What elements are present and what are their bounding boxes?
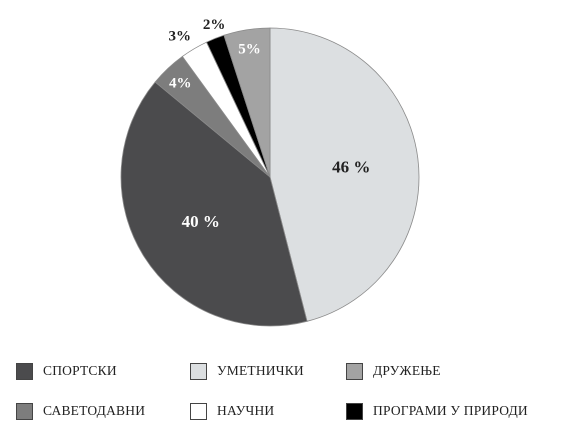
slice-label-0: 46 % — [332, 158, 370, 177]
legend-item-savetodavni: САВЕТОДАВНИ — [16, 401, 145, 421]
legend-swatch-savetodavni — [16, 402, 33, 420]
legend-item-sportski: СПОРТСКИ — [16, 361, 117, 381]
legend-swatch-naucni — [190, 402, 207, 420]
pie-slices — [120, 27, 420, 327]
legend-label-naucni: НАУЧНИ — [217, 403, 275, 418]
pie-slice-5 — [223, 27, 271, 178]
legend-item-naucni: НАУЧНИ — [190, 401, 274, 421]
slice-label-3: 3% — [169, 29, 192, 45]
legend-item-druzenje: ДРУЖЕЊЕ — [346, 361, 441, 381]
slice-labels: 46 % 40 % 4% 3% 2% 5% — [169, 17, 371, 231]
legend-label-druzenje: ДРУЖЕЊЕ — [373, 363, 441, 378]
legend-label-umetnicki: УМЕТНИЧКИ — [217, 363, 304, 378]
legend-swatch-druzenje — [346, 362, 363, 380]
slice-label-5: 5% — [238, 41, 261, 57]
legend-label-savetodavni: САВЕТОДАВНИ — [43, 403, 146, 418]
legend-swatch-sportski — [16, 362, 33, 380]
legend-swatch-umetnicki — [190, 362, 207, 380]
slice-label-4: 2% — [203, 17, 226, 33]
legend-label-sportski: СПОРТСКИ — [43, 363, 117, 378]
slice-label-2: 4% — [169, 75, 192, 91]
pie-chart: 46 % 40 % 4% 3% 2% 5% — [120, 17, 420, 327]
legend-item-programi-u-prirodi: ПРОГРАМИ У ПРИРОДИ — [346, 401, 528, 421]
pie-slice-1 — [120, 81, 308, 327]
legend-item-umetnicki: УМЕТНИЧКИ — [190, 361, 304, 381]
legend-swatch-programi-u-prirodi — [346, 402, 363, 420]
slice-label-1: 40 % — [182, 212, 220, 231]
legend-label-programi-u-prirodi: ПРОГРАМИ У ПРИРОДИ — [373, 403, 528, 418]
pie-slice-0 — [269, 27, 420, 322]
